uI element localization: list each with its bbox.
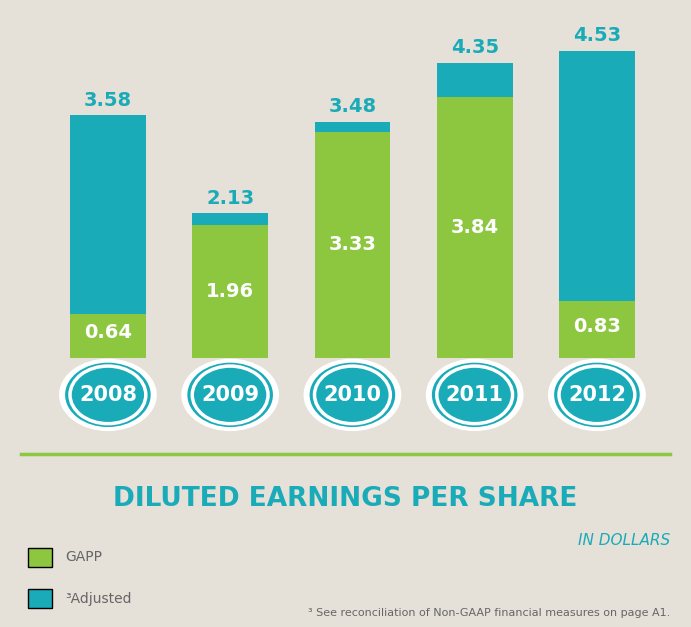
Ellipse shape (181, 359, 279, 431)
Ellipse shape (554, 362, 640, 427)
Bar (437, 97, 513, 357)
Text: 3.58: 3.58 (84, 91, 132, 110)
Text: 0.83: 0.83 (573, 317, 621, 335)
Text: 2009: 2009 (201, 385, 259, 405)
Text: ³ See reconciliation of Non-GAAP financial measures on page A1.: ³ See reconciliation of Non-GAAP financi… (308, 608, 670, 618)
Bar (70, 314, 146, 357)
Text: 2011: 2011 (446, 385, 504, 405)
Text: 4.35: 4.35 (451, 38, 499, 58)
Bar (314, 132, 390, 357)
Bar (314, 122, 390, 132)
Text: IN DOLLARS: IN DOLLARS (578, 533, 670, 548)
Bar (437, 63, 513, 97)
Text: 3.48: 3.48 (328, 97, 377, 117)
Bar (70, 115, 146, 314)
Text: 3.33: 3.33 (328, 235, 377, 255)
Text: 1.96: 1.96 (206, 282, 254, 301)
Ellipse shape (303, 359, 401, 431)
Bar (192, 225, 268, 357)
Ellipse shape (432, 362, 518, 427)
Text: 4.53: 4.53 (573, 26, 621, 45)
Ellipse shape (548, 359, 646, 431)
Bar (559, 302, 635, 357)
Text: 0.64: 0.64 (84, 323, 132, 342)
Text: GAPP: GAPP (66, 551, 103, 564)
Text: 3.84: 3.84 (451, 218, 499, 237)
FancyBboxPatch shape (28, 548, 52, 567)
FancyBboxPatch shape (28, 589, 52, 608)
Text: ³Adjusted: ³Adjusted (66, 592, 132, 606)
Text: DILUTED EARNINGS PER SHARE: DILUTED EARNINGS PER SHARE (113, 486, 578, 512)
Text: 2010: 2010 (323, 385, 381, 405)
Ellipse shape (310, 362, 395, 427)
Text: 2.13: 2.13 (206, 189, 254, 208)
Ellipse shape (426, 359, 524, 431)
Ellipse shape (59, 359, 157, 431)
Ellipse shape (187, 362, 273, 427)
Text: 2008: 2008 (79, 385, 137, 405)
Ellipse shape (65, 362, 151, 427)
Bar (192, 213, 268, 225)
Bar (559, 51, 635, 302)
Text: 2012: 2012 (568, 385, 626, 405)
